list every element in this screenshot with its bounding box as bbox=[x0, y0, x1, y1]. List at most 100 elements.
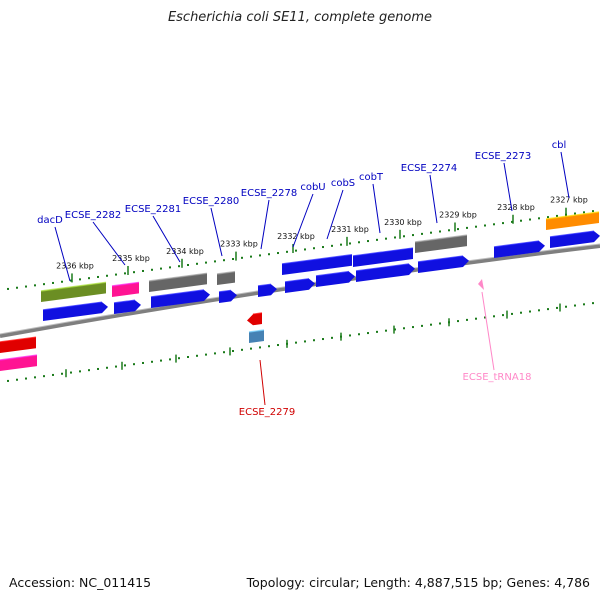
gene-label-cbl: cbl bbox=[552, 140, 567, 151]
upper-tick-dot bbox=[358, 241, 360, 244]
cds-arrow bbox=[418, 256, 469, 273]
lower-tick-dot bbox=[7, 379, 9, 382]
lower-tick-dot bbox=[430, 323, 432, 326]
upper-tick-dot bbox=[313, 247, 315, 250]
lower-tick-dot bbox=[484, 316, 486, 319]
lower-tick-dot bbox=[16, 378, 18, 381]
upper-tick-dot bbox=[241, 256, 243, 259]
steel-glyph-edge bbox=[248, 329, 265, 333]
ECSE_2281-glyph-edge bbox=[148, 272, 208, 282]
upper-tick-dot bbox=[160, 267, 162, 270]
lower-tick-dot bbox=[133, 363, 135, 366]
lower-tick-dot bbox=[439, 322, 441, 325]
lower-tick-dot bbox=[277, 344, 279, 347]
lower-tick-dot bbox=[151, 360, 153, 363]
ECSE_2274-glyph bbox=[415, 235, 467, 253]
leader-line bbox=[481, 291, 495, 371]
upper-tick-dot bbox=[277, 252, 279, 255]
upper-tick-dot bbox=[457, 228, 459, 231]
upper-tick-dot bbox=[511, 220, 513, 223]
upper-tick-dot bbox=[367, 240, 369, 243]
lower-tick-dot bbox=[331, 336, 333, 339]
gene-label-cobt: cobT bbox=[359, 172, 384, 183]
upper-tick-dot bbox=[583, 211, 585, 214]
lower-tick-dot bbox=[457, 320, 459, 323]
cds-arrow bbox=[494, 241, 545, 258]
lower-tick-dot bbox=[115, 365, 117, 368]
kbp-ticks: 2336 kbp 2335 kbp 2334 kbp 2333 kbp 2332 kbp… bbox=[56, 196, 588, 378]
ECSE_2274-glyph-edge bbox=[414, 234, 468, 243]
upper-tick-dot bbox=[88, 277, 90, 280]
tick-label: 2330 kbp bbox=[384, 218, 422, 227]
map-title: Escherichia coli SE11, complete genome bbox=[167, 10, 433, 25]
lower-tick-dot bbox=[304, 340, 306, 343]
upper-tick-dot bbox=[376, 238, 378, 241]
upper-tick-dot bbox=[223, 259, 225, 262]
upper-tick-dot bbox=[196, 262, 198, 265]
lower-tick-dot bbox=[97, 367, 99, 370]
topology-summary: Topology: circular; Length: 4,887,515 bp… bbox=[246, 575, 590, 590]
upper-tick-dot bbox=[484, 224, 486, 227]
lower-tick-dot bbox=[61, 372, 63, 375]
lower-tick-dot bbox=[214, 352, 216, 355]
accession-label: Accession: NC_011415 bbox=[9, 575, 152, 590]
lower-tick-dot bbox=[502, 314, 504, 317]
cobT-glyph bbox=[353, 248, 413, 267]
lower-tick-dot bbox=[511, 312, 513, 315]
lower-tick-dot bbox=[493, 315, 495, 318]
upper-tick-dot bbox=[133, 271, 135, 274]
lower-tick-dot bbox=[160, 359, 162, 362]
upper-tick-dot bbox=[448, 229, 450, 232]
lower-tick-dot bbox=[583, 303, 585, 306]
cds-arrow bbox=[114, 300, 141, 314]
lower-tick-dot bbox=[592, 302, 594, 305]
upper-tick-dot bbox=[124, 272, 126, 275]
upper-tick-dot bbox=[304, 248, 306, 251]
tick-label: 2329 kbp bbox=[439, 210, 477, 219]
cds-arrow-edge bbox=[257, 283, 272, 287]
cds-arrow bbox=[151, 289, 210, 308]
ECSE_2281-glyph bbox=[149, 273, 207, 292]
leader-line bbox=[260, 199, 270, 250]
upper-tick-dot bbox=[43, 283, 45, 286]
ECSE_2282-glyph bbox=[112, 282, 139, 297]
upper-tick-dot bbox=[169, 266, 171, 269]
tick-label: 2327 kbp bbox=[550, 196, 588, 205]
lower-tick-dot bbox=[520, 311, 522, 314]
ECSE_tRNA18-glyph bbox=[478, 279, 484, 290]
cds-arrow-edge bbox=[42, 301, 103, 311]
tick-label: 2328 kbp bbox=[497, 203, 535, 212]
gene-label-ecse_2273: ECSE_2273 bbox=[475, 151, 531, 162]
upper-tick-dot bbox=[529, 218, 531, 221]
gene-label-dacd: dacD bbox=[37, 215, 63, 226]
lower-tick-dot bbox=[268, 345, 270, 348]
gene-label-ecse_2274: ECSE_2274 bbox=[401, 163, 457, 174]
upper-tick-dot bbox=[187, 263, 189, 266]
upper-tick-dot bbox=[439, 230, 441, 233]
lower-tick-dot bbox=[403, 327, 405, 330]
left-magenta-glyph-edge bbox=[0, 354, 38, 361]
lower-tick-dot bbox=[358, 333, 360, 336]
upper-tick-dot bbox=[331, 244, 333, 247]
upper-tick-dot bbox=[16, 286, 18, 289]
upper-tick-dot bbox=[70, 279, 72, 282]
upper-tick-dot bbox=[286, 250, 288, 253]
cds-arrow-edge bbox=[150, 289, 205, 298]
lower-tick-dot bbox=[259, 346, 261, 349]
leader-line bbox=[292, 193, 314, 248]
cds-arrow-edge bbox=[355, 263, 410, 272]
cobU-cobS-glyph-edge bbox=[281, 253, 353, 265]
tick-label: 2336 kbp bbox=[56, 261, 94, 270]
lower-tick-dot bbox=[142, 361, 144, 364]
lower-tick-dot bbox=[349, 334, 351, 337]
tick-label: 2334 kbp bbox=[166, 247, 204, 256]
leader-line bbox=[152, 215, 181, 263]
upper-tick-dot bbox=[466, 226, 468, 229]
lower-tick-dot bbox=[367, 332, 369, 335]
cobT-glyph-edge bbox=[352, 247, 414, 257]
upper-tick-dot bbox=[295, 249, 297, 252]
lower-tick-dot bbox=[538, 309, 540, 312]
lower-tick-dot bbox=[52, 373, 54, 376]
upper-tick-dot bbox=[232, 258, 234, 261]
cbl-glyph-edge bbox=[545, 211, 600, 220]
